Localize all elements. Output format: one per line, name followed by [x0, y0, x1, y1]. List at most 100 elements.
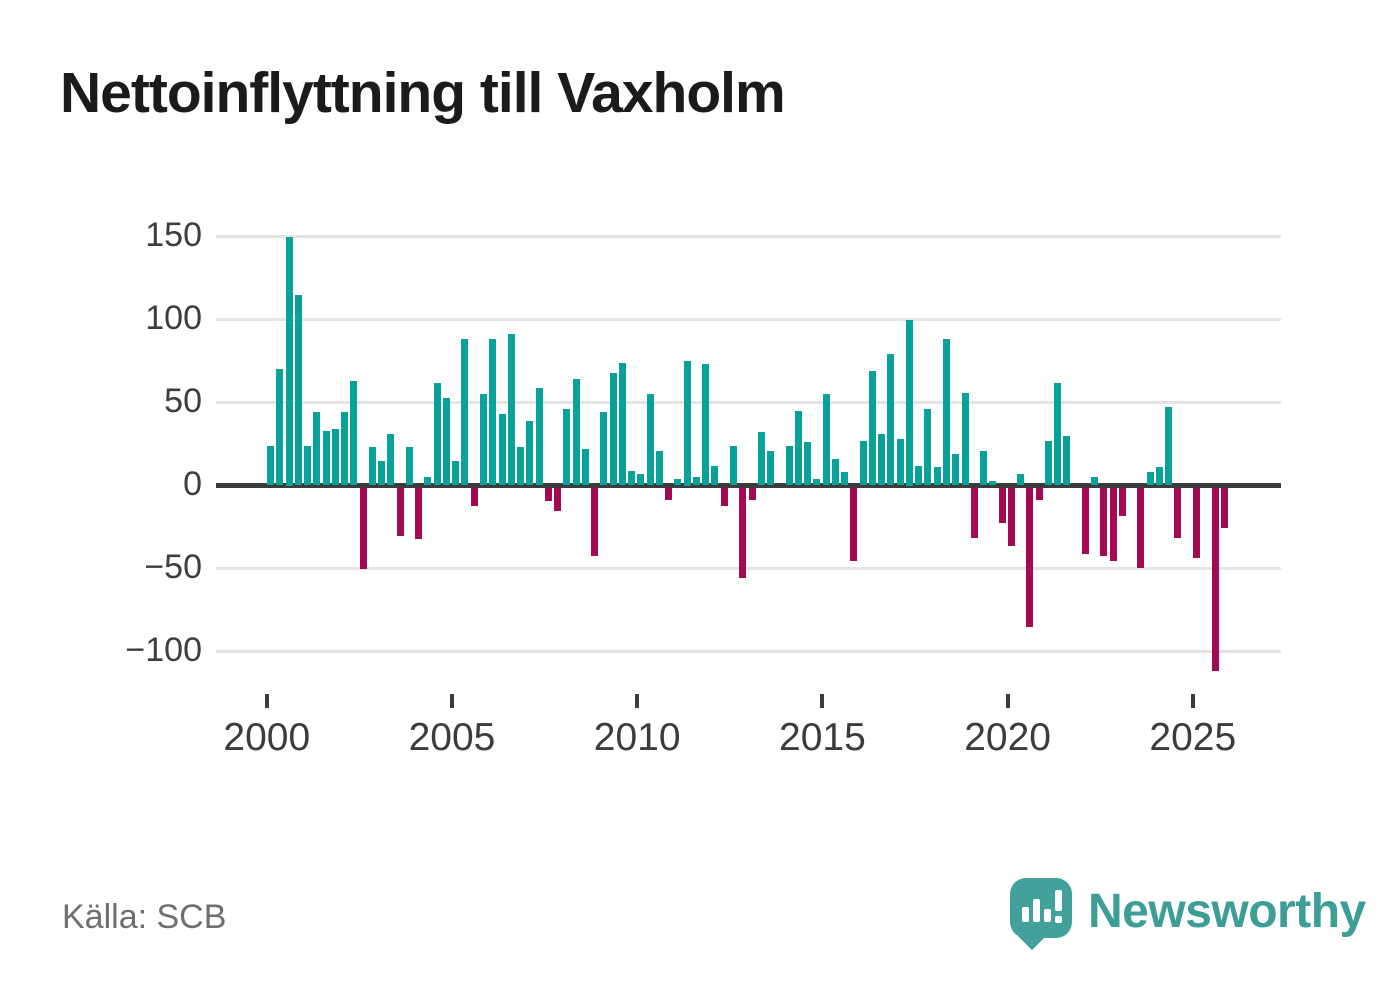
bar-2018-q2: [942, 339, 950, 486]
x-axis-label-2015: 2015: [779, 716, 866, 759]
bar-2008-q3: [581, 448, 589, 486]
bar-2018-q4: [961, 392, 969, 486]
bar-2003-q4: [405, 447, 413, 486]
bar-2009-q1: [600, 412, 608, 486]
chart-title: Nettoinflyttning till Vaxholm: [60, 61, 786, 125]
bar-2021-q2: [1054, 382, 1062, 486]
bar-2015-q1: [822, 394, 830, 486]
bar-2007-q3: [544, 488, 552, 502]
bar-2023-q4: [1146, 472, 1154, 486]
bar-2005-q4: [479, 394, 487, 486]
bar-2014-q3: [804, 442, 812, 486]
bar-2000-q2: [276, 369, 284, 486]
bar-2003-q2: [387, 434, 395, 486]
bar-2015-q3: [841, 472, 849, 486]
bar-2011-q2: [683, 361, 691, 486]
bar-2007-q4: [554, 488, 562, 512]
x-axis-label-2010: 2010: [593, 716, 681, 759]
bar-2014-q2: [794, 410, 802, 486]
bar-2004-q3: [433, 382, 441, 486]
x-axis-label-2025: 2025: [1149, 716, 1237, 759]
bar-2006-q1: [489, 339, 497, 486]
bar-2017-q3: [915, 465, 923, 486]
bar-2002-q4: [368, 447, 376, 486]
bar-2004-q2: [424, 477, 432, 486]
logo-exclamation-icon: [1055, 890, 1062, 911]
bar-2000-q1: [267, 445, 274, 486]
x-axis-tick-2005: [450, 694, 454, 708]
bar-2023-q1: [1118, 488, 1126, 517]
gridline-y--50: [216, 567, 1281, 570]
bar-2022-q1: [1081, 488, 1089, 555]
bar-2011-q3: [692, 477, 700, 486]
x-axis-tick-2025: [1190, 694, 1195, 708]
newsworthy-logo-text: Newsworthy: [1088, 885, 1366, 938]
logo-bar-icon: [1033, 899, 1040, 922]
bar-2017-q1: [896, 439, 904, 486]
y-axis-label-100: 100: [145, 298, 202, 337]
bar-2010-q2: [646, 394, 654, 486]
bar-2016-q3: [878, 434, 886, 486]
bar-2020-q4: [1035, 488, 1043, 500]
bar-2011-q1: [674, 478, 682, 486]
newsworthy-logo: Newsworthy: [1010, 874, 1366, 954]
bar-2010-q1: [637, 473, 645, 486]
bar-2022-q4: [1109, 488, 1117, 562]
bar-2004-q1: [415, 488, 423, 540]
bar-2024-q3: [1174, 488, 1182, 538]
bar-2009-q2: [609, 372, 617, 486]
bar-2025-q3: [1211, 488, 1219, 671]
bar-2017-q4: [924, 409, 932, 486]
bar-2003-q1: [378, 460, 386, 486]
bar-2017-q2: [905, 319, 913, 486]
bar-2019-q4: [998, 488, 1006, 523]
bar-2022-q2: [1091, 477, 1099, 486]
bar-2001-q3: [322, 430, 330, 486]
bar-2011-q4: [702, 364, 710, 486]
newsworthy-logo-icon: [1010, 878, 1072, 938]
bar-2014-q4: [813, 478, 821, 486]
x-axis-tick-2020: [1005, 694, 1010, 708]
bar-2021-q3: [1063, 435, 1071, 486]
gridline-y-150: [216, 235, 1281, 238]
bar-2013-q2: [757, 432, 765, 486]
bar-2019-q1: [970, 488, 978, 538]
bar-2007-q2: [535, 387, 543, 486]
bar-2021-q1: [1044, 440, 1052, 486]
source-label: Källa: SCB: [62, 898, 227, 936]
bar-2000-q4: [294, 294, 302, 486]
x-axis-label-2000: 2000: [223, 716, 311, 759]
bar-2002-q3: [359, 488, 367, 570]
y-axis-label--100: −100: [125, 630, 202, 669]
bar-2012-q4: [739, 488, 747, 578]
y-axis-label--50: −50: [144, 547, 202, 586]
bar-2012-q2: [720, 488, 728, 507]
y-axis-label-50: 50: [164, 381, 202, 420]
bar-2001-q4: [331, 429, 339, 486]
bar-2013-q3: [767, 450, 775, 486]
bar-2007-q1: [526, 420, 534, 486]
bar-2020-q1: [1007, 488, 1015, 547]
bar-2004-q4: [442, 397, 450, 486]
bar-2006-q3: [507, 334, 515, 486]
bar-2025-q4: [1220, 488, 1228, 528]
bar-2005-q3: [470, 488, 478, 507]
bar-2020-q2: [1017, 473, 1025, 486]
bar-2018-q3: [952, 453, 960, 486]
bar-2016-q2: [868, 370, 876, 486]
bar-2009-q4: [628, 470, 636, 486]
bar-2013-q1: [748, 488, 756, 500]
bar-2024-q2: [1165, 407, 1173, 486]
x-axis-tick-2010: [635, 694, 640, 708]
bar-2022-q3: [1100, 488, 1108, 557]
bar-2012-q1: [711, 465, 719, 486]
x-axis-label-2005: 2005: [408, 716, 496, 759]
logo-exclamation-dot-icon: [1055, 916, 1062, 923]
bar-2003-q3: [396, 488, 404, 537]
bar-2014-q1: [785, 445, 793, 486]
bar-2018-q1: [933, 467, 941, 486]
bar-2020-q3: [1026, 488, 1034, 628]
gridline-y-100: [216, 318, 1281, 321]
bar-2005-q2: [461, 339, 469, 486]
